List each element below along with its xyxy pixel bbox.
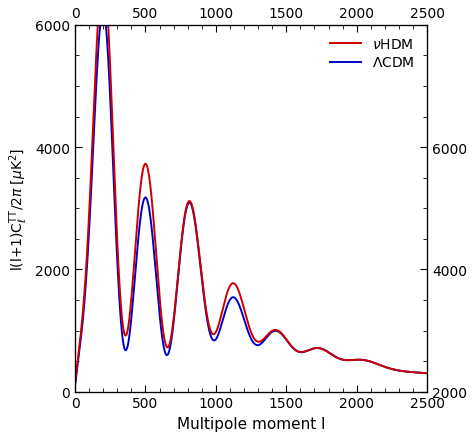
Legend: $\nu$HDM, $\Lambda$CDM: $\nu$HDM, $\Lambda$CDM bbox=[325, 33, 420, 76]
νHDM bbox=[396, 368, 401, 373]
νHDM bbox=[240, 301, 246, 306]
ΛCDM bbox=[100, 9, 106, 14]
ΛCDM bbox=[328, 352, 334, 357]
ΛCDM bbox=[223, 307, 229, 312]
νHDM bbox=[413, 370, 419, 375]
ΛCDM bbox=[220, 316, 226, 321]
Line: νHDM: νHDM bbox=[75, 0, 427, 381]
Line: ΛCDM: ΛCDM bbox=[75, 12, 427, 383]
νHDM bbox=[223, 294, 229, 300]
ΛCDM bbox=[424, 371, 430, 376]
νHDM bbox=[328, 352, 334, 357]
ΛCDM bbox=[396, 368, 401, 373]
ΛCDM bbox=[73, 381, 78, 386]
Y-axis label: l(l+1)C$_\ell^{\rm TT}$/2$\pi$ [$\mu$K$^2$]: l(l+1)C$_\ell^{\rm TT}$/2$\pi$ [$\mu$K$^… bbox=[7, 147, 29, 270]
X-axis label: Multipole moment l: Multipole moment l bbox=[177, 416, 325, 431]
νHDM bbox=[424, 371, 430, 376]
νHDM bbox=[73, 379, 78, 384]
ΛCDM bbox=[413, 370, 419, 375]
ΛCDM bbox=[240, 312, 246, 318]
νHDM bbox=[220, 305, 226, 310]
